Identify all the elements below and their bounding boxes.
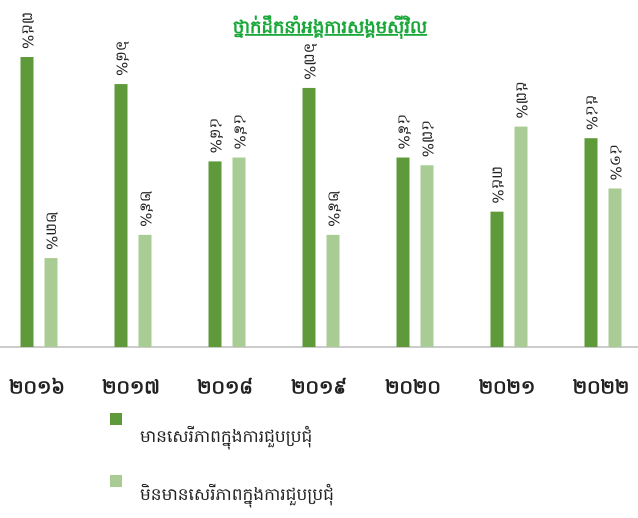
bar xyxy=(396,157,410,347)
value-label: ៤៩% xyxy=(395,114,413,150)
value-label: ២៩% xyxy=(325,191,343,227)
value-label: ៧៥% xyxy=(19,12,37,49)
bar xyxy=(584,138,598,347)
x-tick-label: ២០១៦ xyxy=(9,377,65,399)
chart-title: ថ្នាក់ដឹកនាំអង្គការសង្គមស៊ីវិល xyxy=(233,15,427,40)
value-label: ២៣% xyxy=(43,212,61,250)
value-label: ៣៥% xyxy=(489,166,507,204)
value-label: ៤៨% xyxy=(207,118,225,154)
x-tick-label: ២០២១ xyxy=(479,377,536,399)
bar xyxy=(44,258,58,347)
legend-swatch xyxy=(110,413,122,425)
bar xyxy=(302,87,316,347)
x-tick-label: ២០១៩ xyxy=(291,377,347,399)
bar xyxy=(20,57,34,347)
bar xyxy=(138,234,152,347)
bar xyxy=(114,84,128,348)
bar xyxy=(608,188,622,347)
legend-label: មានសេរីភាពក្នុងការជួបប្រជុំ xyxy=(140,425,312,450)
bar xyxy=(326,234,340,347)
value-label: ៦៨% xyxy=(113,41,131,77)
x-tick-label: ២០១៧ xyxy=(102,377,160,399)
bar xyxy=(514,126,528,347)
value-label: ២៩% xyxy=(137,191,155,227)
value-label: ៥៧% xyxy=(513,81,531,118)
x-tick-label: ២០២០ xyxy=(385,377,441,399)
bar xyxy=(420,165,434,347)
value-label: ៤៧% xyxy=(419,120,437,157)
bar xyxy=(232,157,246,347)
bar xyxy=(490,211,504,347)
value-label: ៤១% xyxy=(607,144,625,180)
x-tick-label: ២០២២ xyxy=(573,377,630,399)
x-tick-label: ២០១៨ xyxy=(197,377,253,399)
value-label: ៦៧% xyxy=(301,43,319,80)
legend-label: មិនមានសេរីភាពក្នុងការជួបប្រជុំ xyxy=(140,483,334,508)
legend-swatch xyxy=(110,475,122,487)
bar xyxy=(208,161,222,347)
value-label: ៥៤% xyxy=(583,95,601,131)
value-label: ៤៩% xyxy=(231,114,249,150)
